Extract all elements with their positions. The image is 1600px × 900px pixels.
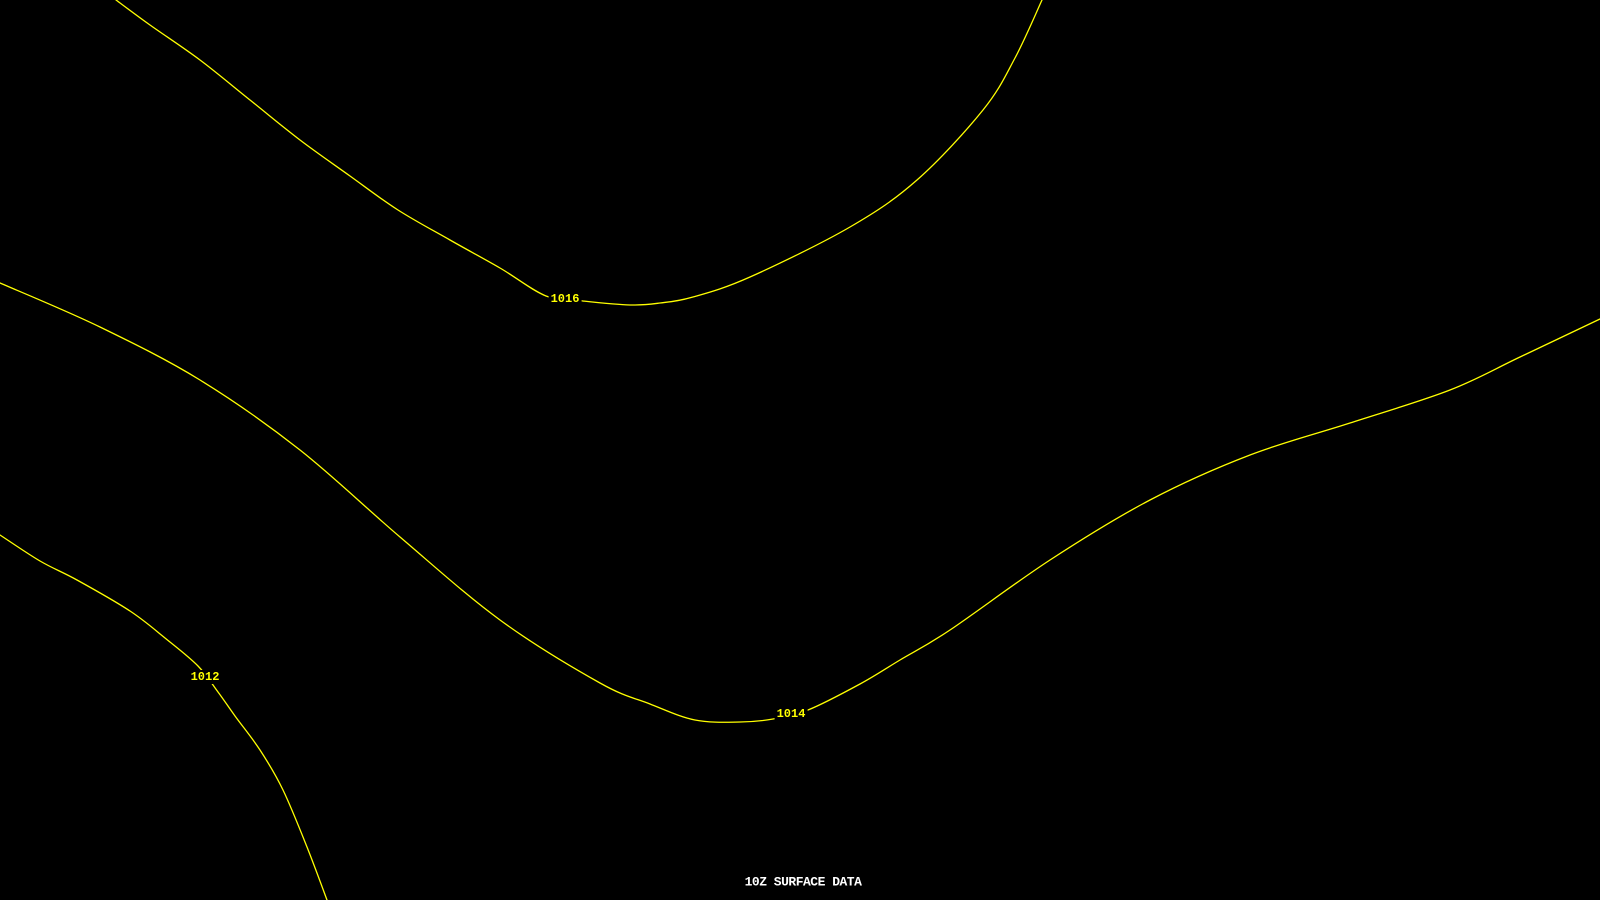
isobar-path-1014 xyxy=(0,282,1600,723)
isobar-label-1016: 1016 xyxy=(548,292,582,306)
isobar-path-1016 xyxy=(115,0,1043,306)
map-footer-title: 10Z SURFACE DATA xyxy=(744,874,862,890)
isobar-path-1012 xyxy=(0,534,328,900)
isobar-label-1012: 1012 xyxy=(188,670,222,684)
isobar-label-1014: 1014 xyxy=(774,707,808,721)
